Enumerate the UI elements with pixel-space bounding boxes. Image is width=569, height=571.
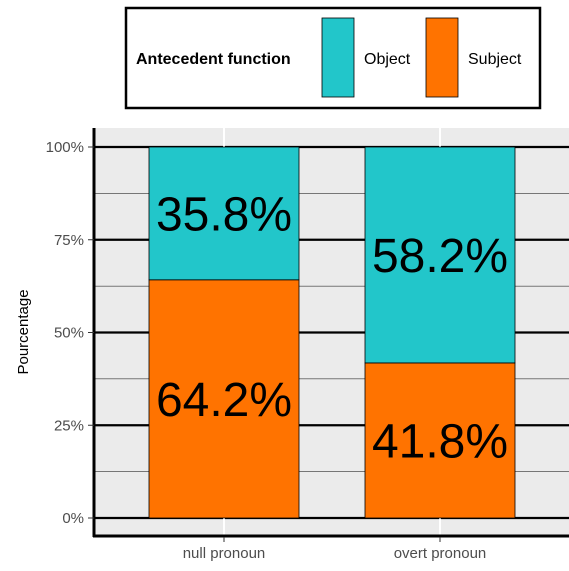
bar-overt-pronoun-subject: [364, 362, 516, 519]
x-tick-label-null-pronoun: null pronoun: [183, 545, 266, 562]
bars: [148, 146, 516, 519]
bar-labels: 64.2% 35.8% 41.8% 58.2%: [156, 188, 508, 468]
legend-title: Antecedent function: [136, 51, 291, 68]
y-tick-label: 50%: [54, 325, 84, 342]
x-tick-label-overt-pronoun: overt pronoun: [394, 545, 487, 562]
legend-swatch-object: [321, 17, 355, 98]
legend: Antecedent function Object Subject: [124, 6, 542, 110]
legend-swatch-subject: [425, 17, 459, 98]
y-tick-label: 75%: [54, 232, 84, 249]
y-axis-title: Pourcentage: [15, 289, 32, 374]
legend-label-subject: Subject: [468, 51, 522, 68]
legend-label-object: Object: [364, 51, 411, 68]
data-label-overt-pronoun-subject: 41.8%: [372, 415, 508, 468]
bar-null-pronoun-subject: [148, 279, 300, 519]
x-ticks: null pronoun overt pronoun: [183, 537, 487, 562]
bar-null-pronoun-object: [148, 146, 300, 281]
y-tick-label: 0%: [62, 510, 84, 527]
data-label-null-pronoun-object: 35.8%: [156, 188, 292, 241]
data-label-overt-pronoun-object: 58.2%: [372, 230, 508, 283]
y-ticks: 0% 25% 50% 75% 100%: [46, 139, 94, 527]
data-label-null-pronoun-subject: 64.2%: [156, 374, 292, 427]
y-tick-label: 25%: [54, 417, 84, 434]
bar-overt-pronoun-object: [364, 146, 516, 364]
y-tick-label: 100%: [46, 139, 84, 156]
